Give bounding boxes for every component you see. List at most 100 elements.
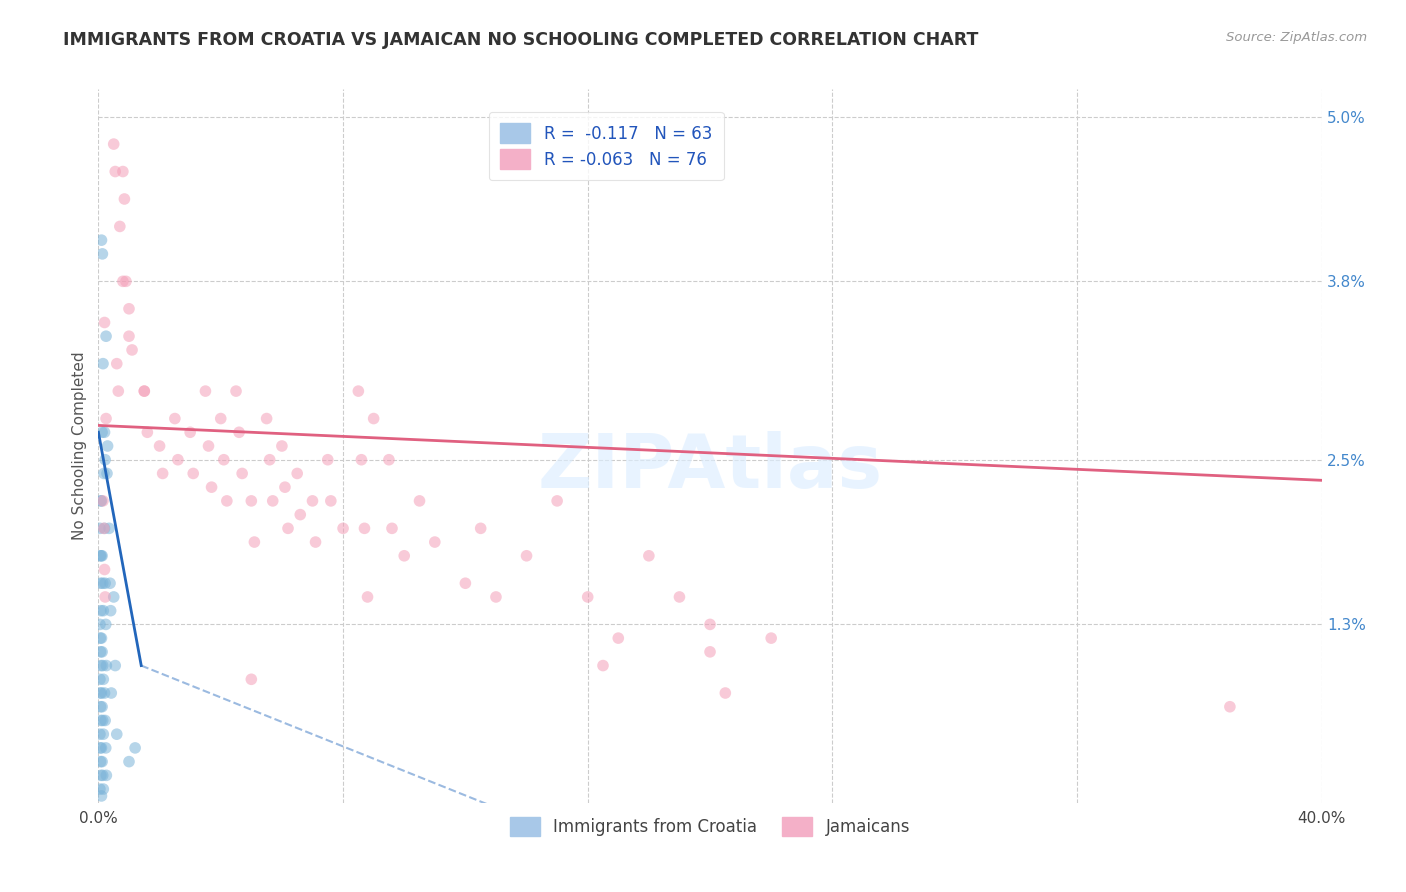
Point	[332, 521, 354, 535]
Point	[485, 590, 508, 604]
Text: ZIPAtlas: ZIPAtlas	[537, 431, 883, 504]
Point	[90, 699, 112, 714]
Point	[91, 604, 114, 618]
Point	[256, 411, 278, 425]
Point	[89, 740, 111, 755]
Point	[103, 137, 125, 152]
Point	[270, 439, 294, 453]
Point	[714, 686, 737, 700]
Point	[94, 329, 117, 343]
Point	[134, 384, 156, 398]
Point	[243, 535, 266, 549]
Point	[91, 673, 114, 687]
Point	[392, 549, 416, 563]
Point	[209, 411, 232, 425]
Point	[91, 247, 114, 261]
Point	[90, 604, 112, 618]
Point	[363, 411, 385, 425]
Point	[91, 494, 114, 508]
Point	[181, 467, 204, 481]
Point	[454, 576, 477, 591]
Point	[1219, 699, 1241, 714]
Point	[105, 357, 128, 371]
Point	[90, 686, 112, 700]
Point	[699, 645, 721, 659]
Point	[381, 521, 404, 535]
Point	[93, 686, 115, 700]
Point	[215, 494, 238, 508]
Point	[94, 576, 117, 591]
Point	[576, 590, 599, 604]
Point	[94, 590, 117, 604]
Point	[96, 768, 118, 782]
Point	[91, 727, 114, 741]
Point	[94, 714, 117, 728]
Point	[91, 645, 114, 659]
Point	[118, 329, 141, 343]
Point	[111, 164, 134, 178]
Point	[96, 658, 118, 673]
Y-axis label: No Schooling Completed: No Schooling Completed	[72, 351, 87, 541]
Point	[90, 549, 112, 563]
Point	[277, 521, 299, 535]
Point	[89, 727, 111, 741]
Point	[699, 617, 721, 632]
Point	[93, 467, 115, 481]
Point	[90, 645, 112, 659]
Point	[121, 343, 143, 357]
Point	[100, 686, 122, 700]
Point	[107, 384, 129, 398]
Point	[149, 439, 172, 453]
Point	[637, 549, 661, 563]
Point	[91, 755, 114, 769]
Point	[347, 384, 370, 398]
Point	[316, 452, 339, 467]
Point	[179, 425, 201, 440]
Point	[118, 755, 141, 769]
Point	[124, 740, 146, 755]
Point	[90, 755, 112, 769]
Point	[470, 521, 492, 535]
Point	[108, 219, 131, 234]
Point	[98, 576, 121, 591]
Point	[90, 576, 112, 591]
Point	[262, 494, 284, 508]
Point	[546, 494, 568, 508]
Point	[90, 740, 112, 755]
Point	[89, 521, 111, 535]
Point	[94, 452, 117, 467]
Point	[89, 673, 111, 687]
Point	[96, 467, 118, 481]
Point	[225, 384, 247, 398]
Point	[93, 316, 115, 330]
Point	[240, 494, 263, 508]
Point	[90, 789, 112, 803]
Point	[94, 740, 117, 755]
Point	[89, 686, 111, 700]
Point	[98, 521, 121, 535]
Point	[592, 658, 614, 673]
Point	[93, 521, 115, 535]
Point	[136, 425, 159, 440]
Point	[228, 425, 250, 440]
Point	[90, 233, 112, 247]
Point	[104, 658, 127, 673]
Point	[90, 768, 112, 782]
Point	[163, 411, 186, 425]
Point	[134, 384, 156, 398]
Point	[356, 590, 378, 604]
Point	[240, 673, 263, 687]
Point	[301, 494, 323, 508]
Point	[516, 549, 538, 563]
Point	[105, 727, 128, 741]
Point	[93, 425, 115, 440]
Point	[97, 439, 120, 453]
Point	[93, 521, 115, 535]
Point	[90, 631, 112, 645]
Text: IMMIGRANTS FROM CROATIA VS JAMAICAN NO SCHOOLING COMPLETED CORRELATION CHART: IMMIGRANTS FROM CROATIA VS JAMAICAN NO S…	[63, 31, 979, 49]
Point	[353, 521, 375, 535]
Point	[91, 658, 114, 673]
Point	[350, 452, 373, 467]
Point	[100, 604, 122, 618]
Point	[93, 562, 115, 576]
